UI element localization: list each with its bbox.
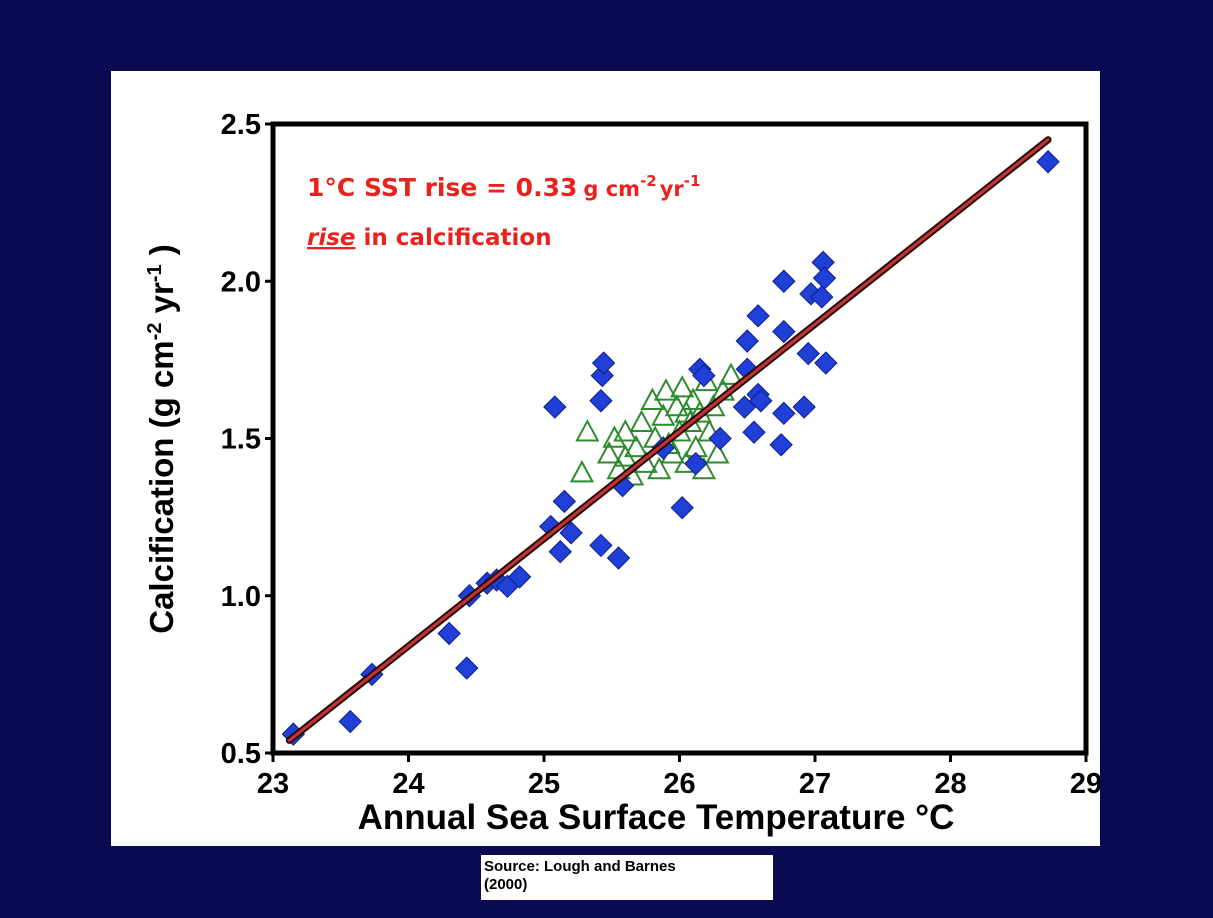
annotation-rest: in calcification bbox=[356, 225, 552, 251]
diamond-point bbox=[746, 304, 770, 328]
annotation-sup1: -2 bbox=[640, 172, 657, 190]
annotation-unit-g: g cm bbox=[583, 177, 640, 201]
marks-layer bbox=[281, 150, 1060, 746]
diamond-point bbox=[772, 401, 796, 426]
triangle-point bbox=[705, 441, 730, 464]
diamond-point bbox=[589, 533, 613, 558]
x-tick-label: 29 bbox=[1070, 768, 1100, 800]
diamond-point bbox=[591, 351, 616, 375]
diamond-point bbox=[606, 546, 631, 570]
triangle-point bbox=[670, 375, 695, 398]
source-line-2: (2000) bbox=[484, 876, 528, 893]
triangle-point bbox=[697, 419, 722, 442]
diamond-point bbox=[670, 495, 694, 520]
diamond-point bbox=[810, 285, 834, 309]
y-tick-label: 2.5 bbox=[221, 109, 261, 141]
source-line-1: Source: Lough and Barnes bbox=[484, 858, 676, 875]
triangle-point bbox=[680, 387, 706, 411]
scatter-chart: 23 24 25 26 27 28 29 0.5 1.0 1.5 2.0 2.5 1°C SST ri… bbox=[143, 109, 1100, 837]
svg-text:Calcification (g cm-2 yr-1 ): Calcification (g cm-2 yr-1 ) bbox=[143, 244, 180, 634]
triangle-point bbox=[596, 441, 622, 464]
triangle-point bbox=[647, 456, 672, 480]
y-label-sup1: -2 bbox=[144, 323, 166, 341]
y-tick-label: 1.5 bbox=[221, 424, 261, 456]
diamond-point bbox=[684, 451, 708, 476]
x-axis-label: Annual Sea Surface Temperature °C bbox=[358, 798, 955, 837]
diamond-point bbox=[589, 389, 613, 413]
diamond-point bbox=[692, 363, 716, 388]
diamond-point bbox=[735, 329, 759, 353]
diamond-point bbox=[559, 521, 583, 545]
diamond-point bbox=[437, 621, 461, 646]
triangle-point bbox=[629, 409, 654, 433]
x-tick-label: 28 bbox=[934, 768, 966, 800]
x-tick-label: 26 bbox=[663, 768, 695, 800]
source-citation: Source: Lough and Barnes (2000) bbox=[481, 855, 773, 900]
y-tick-label: 1.0 bbox=[221, 581, 261, 613]
diamond-point bbox=[338, 709, 362, 734]
diamond-point bbox=[455, 656, 479, 680]
triangle-point bbox=[653, 378, 679, 401]
triangle-point bbox=[575, 419, 600, 442]
triangle-point bbox=[569, 459, 595, 483]
diamond-point bbox=[792, 395, 816, 419]
annotation-prefix: 1°C SST rise = 0.33 bbox=[307, 173, 577, 202]
annotation-unit-yr: yr bbox=[660, 177, 685, 201]
diamond-point bbox=[796, 341, 820, 366]
diamond-point bbox=[772, 269, 796, 293]
annotation-emph: rise bbox=[307, 225, 356, 251]
x-tick-label: 24 bbox=[392, 768, 424, 800]
x-tick-label: 27 bbox=[799, 768, 831, 800]
diamond-point bbox=[1036, 150, 1060, 174]
chart-panel: 23 24 25 26 27 28 29 0.5 1.0 1.5 2.0 2.5 1°C SST ri… bbox=[111, 71, 1100, 846]
x-tick-label: 23 bbox=[257, 768, 289, 800]
diamond-point bbox=[812, 266, 837, 290]
y-axis-label: Calcification (g cm-2 yr-1 ) bbox=[143, 244, 180, 634]
diamond-point bbox=[749, 389, 773, 413]
diamond-point bbox=[543, 395, 567, 419]
diamond-point bbox=[708, 426, 732, 451]
ticks-layer: 23 24 25 26 27 28 29 0.5 1.0 1.5 2.0 2.5 bbox=[221, 109, 1100, 800]
x-tick-label: 25 bbox=[528, 768, 560, 800]
y-label-main: Calcification (g cm bbox=[143, 340, 180, 633]
y-tick-label: 0.5 bbox=[221, 738, 261, 770]
triangle-point bbox=[664, 393, 689, 417]
triangle-point bbox=[613, 444, 638, 467]
svg-text:1°C SST rise = 0.33g cm-2yr-1: 1°C SST rise = 0.33 g cm-2 yr-1 bbox=[307, 172, 700, 202]
diamond-point bbox=[769, 433, 793, 457]
diamond-point bbox=[742, 420, 766, 444]
trendline bbox=[287, 138, 1050, 742]
triangle-point bbox=[718, 362, 744, 385]
triangle-point bbox=[674, 400, 699, 423]
plot-frame bbox=[270, 121, 1089, 756]
triangle-point bbox=[624, 434, 649, 458]
y-label-sup2: -1 bbox=[144, 264, 166, 282]
diamond-point bbox=[548, 540, 572, 564]
trend-layer bbox=[285, 136, 1052, 744]
diamond-point bbox=[552, 489, 577, 514]
triangle-point bbox=[602, 425, 627, 448]
diamond-point bbox=[772, 319, 796, 344]
y-tick-label: 2.0 bbox=[221, 266, 261, 298]
y-label-yr: yr bbox=[143, 282, 180, 323]
y-label-close: ) bbox=[143, 244, 180, 264]
svg-text:rise in calcification: rise in calcification bbox=[307, 225, 552, 251]
annotation: 1°C SST rise = 0.33 g cm-2 yr-1 rise in ca… bbox=[307, 172, 700, 251]
diamond-point bbox=[814, 351, 838, 375]
diamond-point bbox=[507, 565, 532, 589]
annotation-sup2: -1 bbox=[684, 172, 701, 190]
